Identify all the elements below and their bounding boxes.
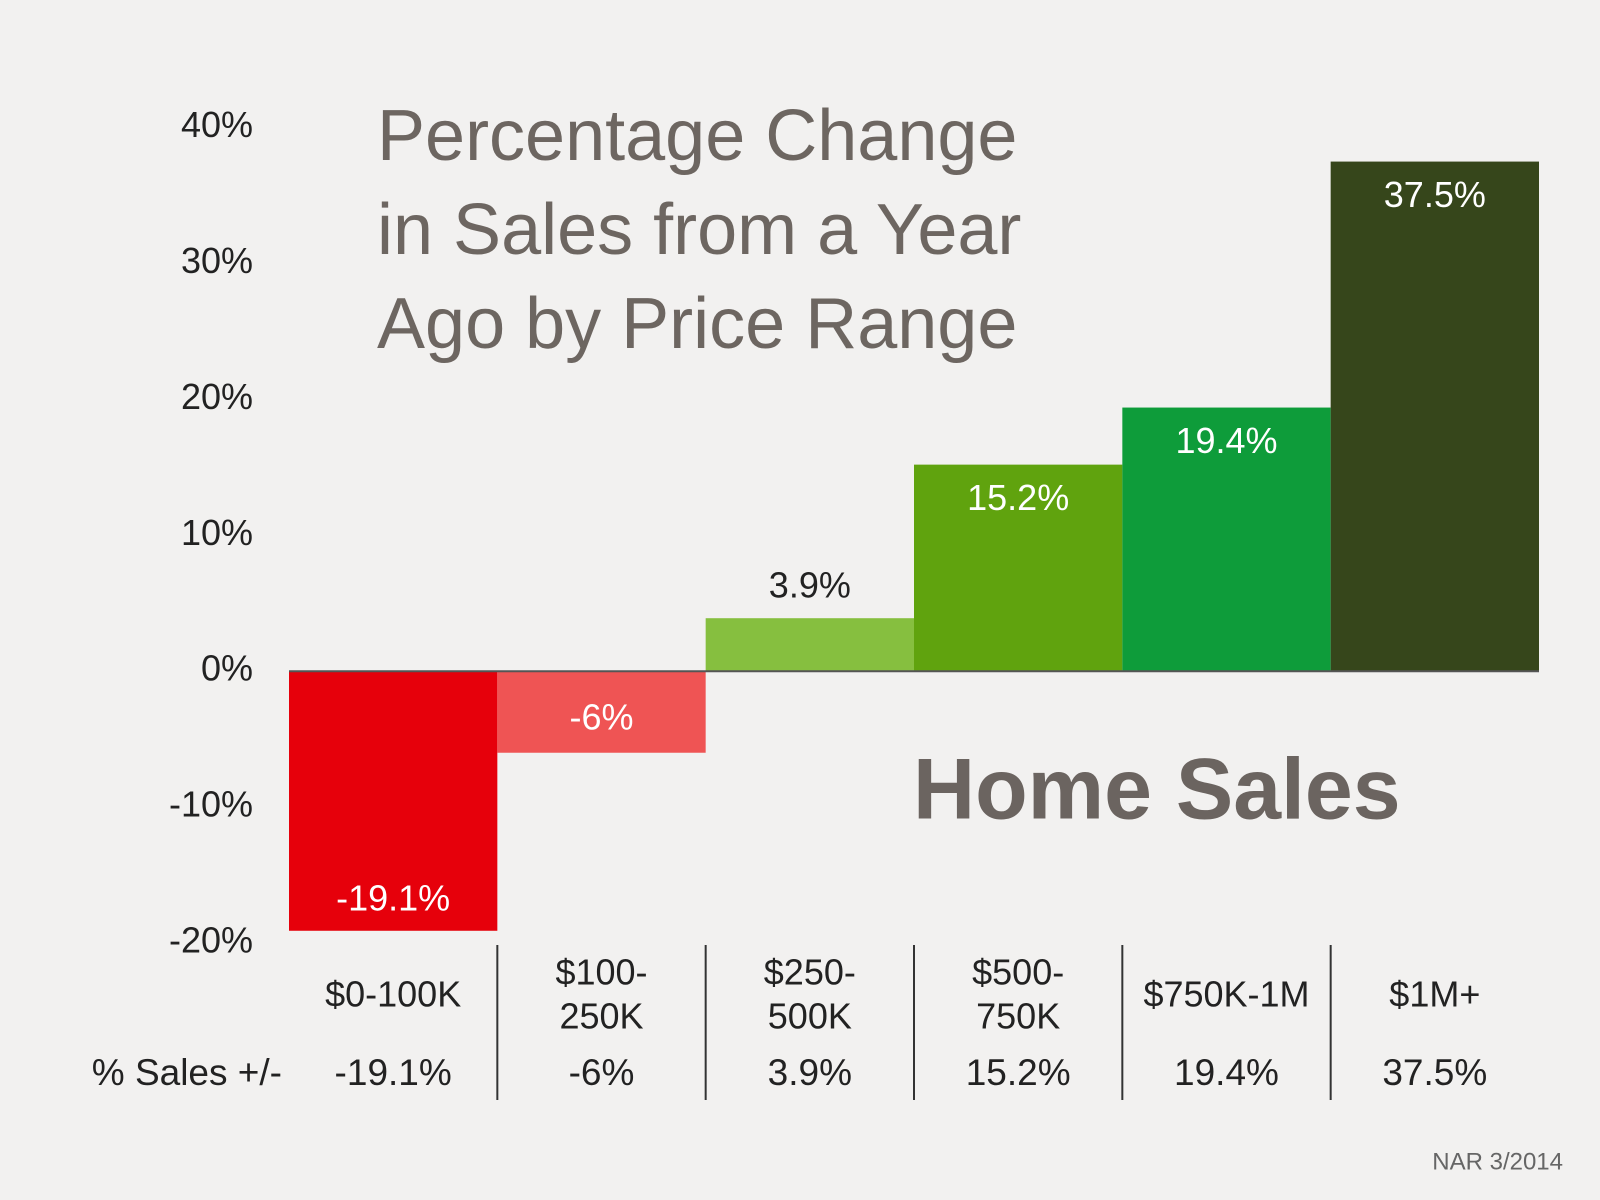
- source: NAR 3/2014: [1432, 1148, 1563, 1175]
- x-tick-label: 250K: [559, 996, 643, 1037]
- bar: [1122, 407, 1331, 672]
- table-value: 19.4%: [1174, 1052, 1279, 1093]
- bar: [497, 671, 706, 753]
- y-tick-label: 40%: [181, 104, 253, 145]
- x-tick-label: 750K: [976, 996, 1060, 1037]
- data-label: 3.9%: [769, 565, 851, 606]
- data-label: 15.2%: [967, 477, 1069, 518]
- y-tick-label: -20%: [169, 920, 253, 961]
- row-label: % Sales +/-: [92, 1052, 282, 1093]
- x-tick-label: $100-: [555, 952, 647, 993]
- y-tick-label: 0%: [201, 648, 253, 689]
- table-value: 3.9%: [768, 1052, 852, 1093]
- x-tick-label: $1M+: [1389, 974, 1480, 1015]
- y-tick-label: 30%: [181, 240, 253, 281]
- bar: [914, 464, 1123, 672]
- data-label: -6%: [569, 696, 633, 737]
- chart-title: in Sales from a Year: [377, 190, 1021, 270]
- chart-title: Percentage Change: [377, 96, 1017, 176]
- chart-title: Ago by Price Range: [377, 284, 1017, 364]
- bar: [289, 671, 498, 931]
- x-tick-label: $500-: [972, 952, 1064, 993]
- x-tick-label: 500K: [768, 996, 852, 1037]
- y-tick-label: 20%: [181, 376, 253, 417]
- table-value: -6%: [569, 1052, 635, 1093]
- x-tick-label: $250-: [764, 952, 856, 993]
- data-label: 37.5%: [1384, 174, 1486, 215]
- bar: [1330, 161, 1539, 672]
- data-label: -19.1%: [336, 877, 450, 918]
- y-tick-label: -10%: [169, 784, 253, 825]
- table-value: 15.2%: [966, 1052, 1071, 1093]
- x-tick-label: $750K-1M: [1143, 974, 1309, 1015]
- data-label: 19.4%: [1175, 420, 1277, 461]
- bar: [705, 618, 914, 672]
- y-tick-label: 10%: [181, 512, 253, 553]
- table-value: 37.5%: [1382, 1052, 1487, 1093]
- table-value: -19.1%: [335, 1052, 452, 1093]
- x-tick-label: $0-100K: [325, 974, 461, 1015]
- annotation: Home Sales: [913, 742, 1401, 838]
